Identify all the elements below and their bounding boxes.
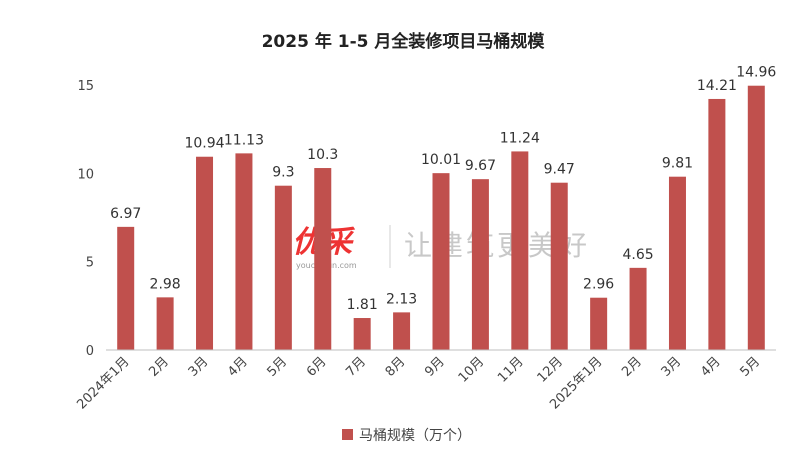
legend-swatch: [342, 429, 353, 440]
data-label: 2.13: [386, 291, 417, 307]
data-label: 11.24: [500, 130, 540, 146]
x-tick-label: 5月: [265, 354, 291, 380]
y-tick-label: 5: [86, 256, 94, 271]
x-tick-label: 2月: [146, 354, 172, 380]
data-label: 4.65: [622, 247, 653, 263]
bar: [314, 168, 332, 350]
legend-label: 马桶规模（万个）: [359, 428, 471, 444]
x-tick-label: 4月: [225, 354, 251, 380]
chart-title: 2025 年 1-5 月全装修项目马桶规模: [262, 31, 546, 52]
data-label: 10.3: [307, 147, 338, 163]
data-label: 14.96: [736, 65, 776, 81]
x-tick-label: 7月: [343, 354, 369, 380]
bar: [196, 156, 214, 350]
x-tick-label: 8月: [383, 354, 409, 380]
data-label: 9.67: [465, 158, 496, 174]
x-tick-label: 6月: [304, 354, 330, 380]
x-tick-label: 2024年1月: [74, 354, 132, 412]
x-tick-label: 3月: [659, 354, 685, 380]
bar: [393, 312, 411, 350]
data-label: 9.81: [662, 156, 693, 172]
y-tick-label: 10: [77, 167, 94, 182]
data-label: 10.01: [421, 152, 461, 168]
data-label: 6.97: [110, 206, 141, 222]
bar: [156, 297, 174, 350]
y-axis: 0 5 10 15: [77, 79, 94, 359]
x-tick-label: 4月: [698, 354, 724, 380]
x-tick-label: 12月: [535, 354, 566, 385]
x-tick-label: 11月: [495, 354, 526, 385]
x-tick-label: 2月: [619, 354, 645, 380]
x-tick-label: 10月: [456, 354, 487, 385]
data-label: 2.98: [150, 276, 181, 292]
bar: [353, 318, 371, 350]
bar: [747, 85, 765, 350]
bar: [471, 179, 489, 350]
data-label: 2.96: [583, 277, 614, 293]
bar: [629, 267, 647, 350]
bar: [708, 98, 726, 350]
x-tick-label: 3月: [186, 354, 212, 380]
data-label: 9.47: [544, 162, 575, 178]
data-label: 14.21: [697, 78, 737, 94]
y-tick-label: 0: [86, 344, 94, 359]
y-tick-label: 15: [77, 79, 94, 94]
bar: [235, 153, 253, 350]
bar: [117, 226, 135, 350]
bar: [274, 185, 292, 350]
bar: [590, 297, 608, 350]
bar: [550, 182, 568, 350]
bar: [511, 151, 529, 350]
data-label: 9.3: [272, 165, 294, 181]
data-label: 10.94: [184, 136, 224, 152]
data-label: 1.81: [347, 297, 378, 313]
x-tick-label: 5月: [737, 354, 763, 380]
legend: 马桶规模（万个）: [342, 428, 471, 444]
x-tick-label: 9月: [422, 354, 448, 380]
bar: [668, 176, 686, 350]
bar: [432, 173, 450, 350]
data-label: 11.13: [224, 132, 264, 148]
bar-series: [117, 85, 765, 350]
